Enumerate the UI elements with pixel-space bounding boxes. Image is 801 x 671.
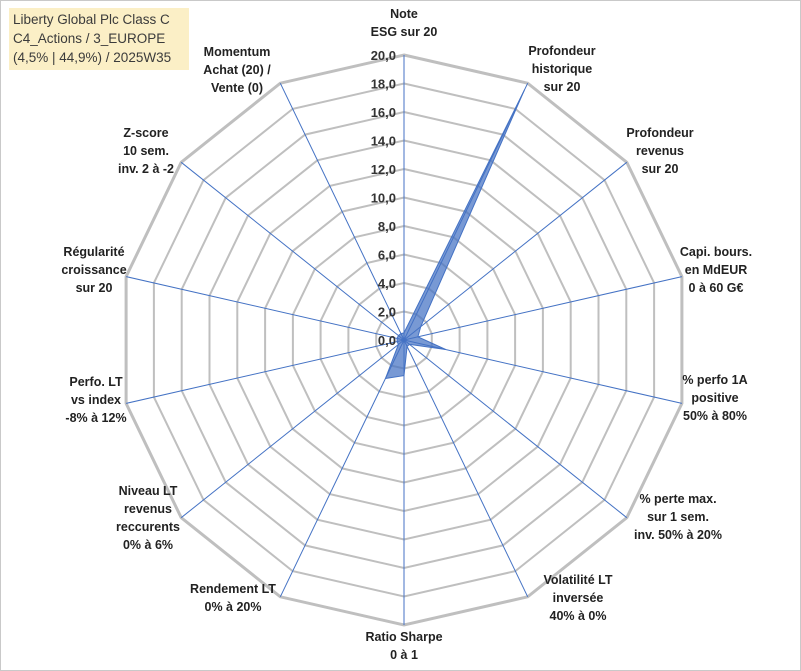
axis-label-line: revenus xyxy=(124,502,172,516)
axis-label-line: ESG sur 20 xyxy=(371,25,438,39)
tick-label: 14,0 xyxy=(371,134,396,149)
axis-label-line: 0 à 1 xyxy=(390,648,418,662)
data-series-area xyxy=(384,89,526,380)
axis-label-line: 0 à 60 G€ xyxy=(689,281,744,295)
tick-label: 16,0 xyxy=(371,105,396,120)
axis-label-line: sur 20 xyxy=(544,80,581,94)
axis-label-line: 50% à 80% xyxy=(683,409,747,423)
axis-label-line: sur 20 xyxy=(642,162,679,176)
axis-label: Volatilité LT inversée 40% à 0% xyxy=(544,573,613,623)
axis-label: % perfo 1A positive 50% à 80% xyxy=(682,373,747,423)
tick-label: 20,0 xyxy=(371,48,396,63)
axis-spoke xyxy=(180,161,405,341)
axis-spoke xyxy=(403,339,683,404)
axis-spoke xyxy=(125,276,405,341)
axis-label: Momentum Achat (20) / Vente (0) xyxy=(203,45,271,95)
axis-spoke xyxy=(279,339,405,598)
tick-label: 2,0 xyxy=(378,305,396,320)
axis-label-line: Perfo. LT xyxy=(69,375,123,389)
tick-label: 10,0 xyxy=(371,191,396,206)
axis-label-line: historique xyxy=(532,62,592,76)
axis-label-line: 10 sem. xyxy=(123,144,169,158)
axis-label-line: inversée xyxy=(553,591,604,605)
axis-label: % perte max. sur 1 sem. inv. 50% à 20% xyxy=(634,492,722,542)
tick-label: 8,0 xyxy=(378,219,396,234)
axis-label-layer: Note ESG sur 20 Profondeur historique sur 20… xyxy=(61,7,752,662)
axis-label-line: sur 1 sem. xyxy=(647,510,709,524)
axis-label-line: 40% à 0% xyxy=(550,609,607,623)
tick-label: 12,0 xyxy=(371,162,396,177)
axis-spoke xyxy=(125,339,405,404)
axis-spoke xyxy=(403,276,683,341)
axis-label-line: croissance xyxy=(61,263,126,277)
tick-label: 4,0 xyxy=(378,276,396,291)
axis-label-line: reccurents xyxy=(116,520,180,534)
spoke-layer xyxy=(125,55,683,625)
axis-label-line: positive xyxy=(691,391,738,405)
title-line-3: (4,5% | 44,9%) / 2025W35 xyxy=(13,50,172,65)
axis-label-line: Profondeur xyxy=(528,44,595,58)
axis-label: Niveau LT revenus reccurents 0% à 6% xyxy=(116,484,180,552)
axis-label-line: Vente (0) xyxy=(211,81,263,95)
axis-label-line: % perte max. xyxy=(639,492,716,506)
chart-title: Liberty Global Plc Class C C4_Actions / … xyxy=(9,8,189,70)
axis-spoke xyxy=(403,161,628,341)
tick-label: 0,0 xyxy=(378,333,396,348)
axis-label-line: Régularité xyxy=(63,245,124,259)
tick-label: 6,0 xyxy=(378,248,396,263)
axis-label-line: Ratio Sharpe xyxy=(365,630,442,644)
tick-label: 18,0 xyxy=(371,77,396,92)
axis-label-line: 0% à 6% xyxy=(123,538,173,552)
tick-label-layer: 0,0 2,0 4,0 6,0 8,0 10,0 12,0 14,0 16,0 18,0 20,0 xyxy=(371,48,396,348)
axis-label-line: Momentum xyxy=(204,45,271,59)
axis-spoke xyxy=(180,339,405,519)
axis-spoke xyxy=(403,339,529,598)
axis-label: Profondeur revenus sur 20 xyxy=(626,126,693,176)
axis-label-line: Achat (20) / xyxy=(203,63,271,77)
axis-label-line: vs index xyxy=(71,393,121,407)
axis-label-line: en MdEUR xyxy=(685,263,748,277)
axis-label-line: -8% à 12% xyxy=(65,411,126,425)
axis-label-line: Profondeur xyxy=(626,126,693,140)
axis-label: Note ESG sur 20 xyxy=(371,7,438,39)
axis-spoke xyxy=(403,339,628,519)
title-line-1: Liberty Global Plc Class C xyxy=(13,12,170,27)
axis-label: Z-score 10 sem. inv. 2 à -2 xyxy=(118,126,174,176)
axis-label-line: sur 20 xyxy=(76,281,113,295)
axis-label-line: % perfo 1A xyxy=(682,373,747,387)
title-line-2: C4_Actions / 3_EUROPE xyxy=(13,31,166,46)
axis-label: Rendement LT 0% à 20% xyxy=(190,582,276,614)
axis-label-line: Rendement LT xyxy=(190,582,276,596)
axis-label: Profondeur historique sur 20 xyxy=(528,44,595,94)
axis-label-line: inv. 2 à -2 xyxy=(118,162,174,176)
axis-label-line: Note xyxy=(390,7,418,21)
axis-label-line: Z-score xyxy=(123,126,168,140)
axis-label: Capi. bours. en MdEUR 0 à 60 G€ xyxy=(680,245,752,295)
axis-label-line: inv. 50% à 20% xyxy=(634,528,722,542)
axis-label-line: revenus xyxy=(636,144,684,158)
axis-label: Perfo. LT vs index -8% à 12% xyxy=(65,375,126,425)
axis-label-line: Capi. bours. xyxy=(680,245,752,259)
axis-label-line: 0% à 20% xyxy=(205,600,262,614)
axis-label-line: Niveau LT xyxy=(119,484,178,498)
axis-spoke xyxy=(279,82,405,341)
axis-label-line: Volatilité LT xyxy=(544,573,613,587)
axis-label: Ratio Sharpe 0 à 1 xyxy=(365,630,442,662)
axis-label: Régularité croissance sur 20 xyxy=(61,245,126,295)
series-layer xyxy=(384,89,526,380)
